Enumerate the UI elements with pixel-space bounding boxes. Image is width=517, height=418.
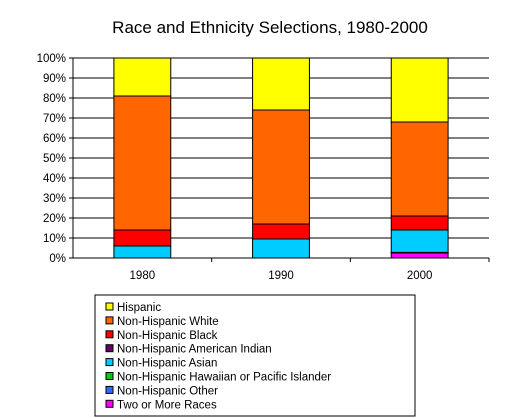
legend-box (94, 294, 416, 417)
legend-swatch (105, 316, 114, 325)
bars (113, 57, 449, 259)
legend-label: Two or More Races (117, 399, 217, 411)
legend-swatch (105, 385, 114, 394)
legend-swatch (105, 344, 114, 353)
x-tick-label: 1990 (268, 270, 294, 282)
y-tick-label: 40% (43, 173, 66, 185)
y-tick-label: 30% (43, 193, 66, 205)
legend-swatch (105, 372, 114, 380)
x-tick-label: 1980 (130, 270, 156, 282)
bar-segment (390, 229, 449, 253)
bar-segment (113, 95, 172, 231)
x-tick-labels: 1980 1990 2000 (130, 270, 433, 282)
bar-segment (113, 229, 172, 247)
bar-segment (390, 121, 449, 217)
bar-segment (252, 109, 310, 225)
bar-segment (113, 57, 172, 97)
y-tick-label: 50% (43, 153, 66, 165)
bar-segment (390, 57, 449, 123)
legend: Hispanic Non-Hispanic White Non-Hispanic B… (94, 294, 416, 417)
bar-segment (252, 57, 310, 111)
legend-label: Non-Hispanic Other (117, 385, 218, 397)
legend-swatch (105, 330, 114, 339)
legend-label: Hispanic (117, 302, 161, 314)
y-tick-label: 80% (43, 93, 66, 105)
x-tick-label: 2000 (407, 270, 433, 282)
legend-label: Non-Hispanic Hawaiian or Pacific Islande… (117, 372, 331, 384)
bar-segment (390, 252, 449, 259)
bar-segment (113, 245, 172, 259)
y-tick-label: 20% (43, 213, 66, 225)
y-tick-label: 100% (37, 53, 66, 65)
legend-label: Non-Hispanic White (117, 316, 219, 328)
legend-label: Non-Hispanic Asian (117, 358, 217, 370)
y-tick-labels: 0% 10% 20% 30% 40% 50% 60% 70% 80% 90% 100% (37, 53, 66, 265)
legend-swatch (105, 302, 114, 311)
bar-segment (252, 223, 310, 240)
legend-label: Non-Hispanic Black (117, 330, 218, 342)
y-tick-label: 60% (43, 133, 66, 145)
chart-title: Race and Ethnicity Selections, 1980-2000 (112, 18, 428, 37)
y-tick-label: 10% (43, 233, 66, 245)
bar-segment (252, 238, 310, 259)
y-tick-label: 90% (43, 73, 66, 85)
y-tick-label: 0% (49, 253, 66, 265)
legend-label: Non-Hispanic American Indian (117, 344, 272, 356)
y-tick-label: 70% (43, 113, 66, 125)
legend-swatch (105, 358, 114, 367)
legend-swatch (105, 399, 114, 408)
bar-segment (390, 215, 449, 231)
